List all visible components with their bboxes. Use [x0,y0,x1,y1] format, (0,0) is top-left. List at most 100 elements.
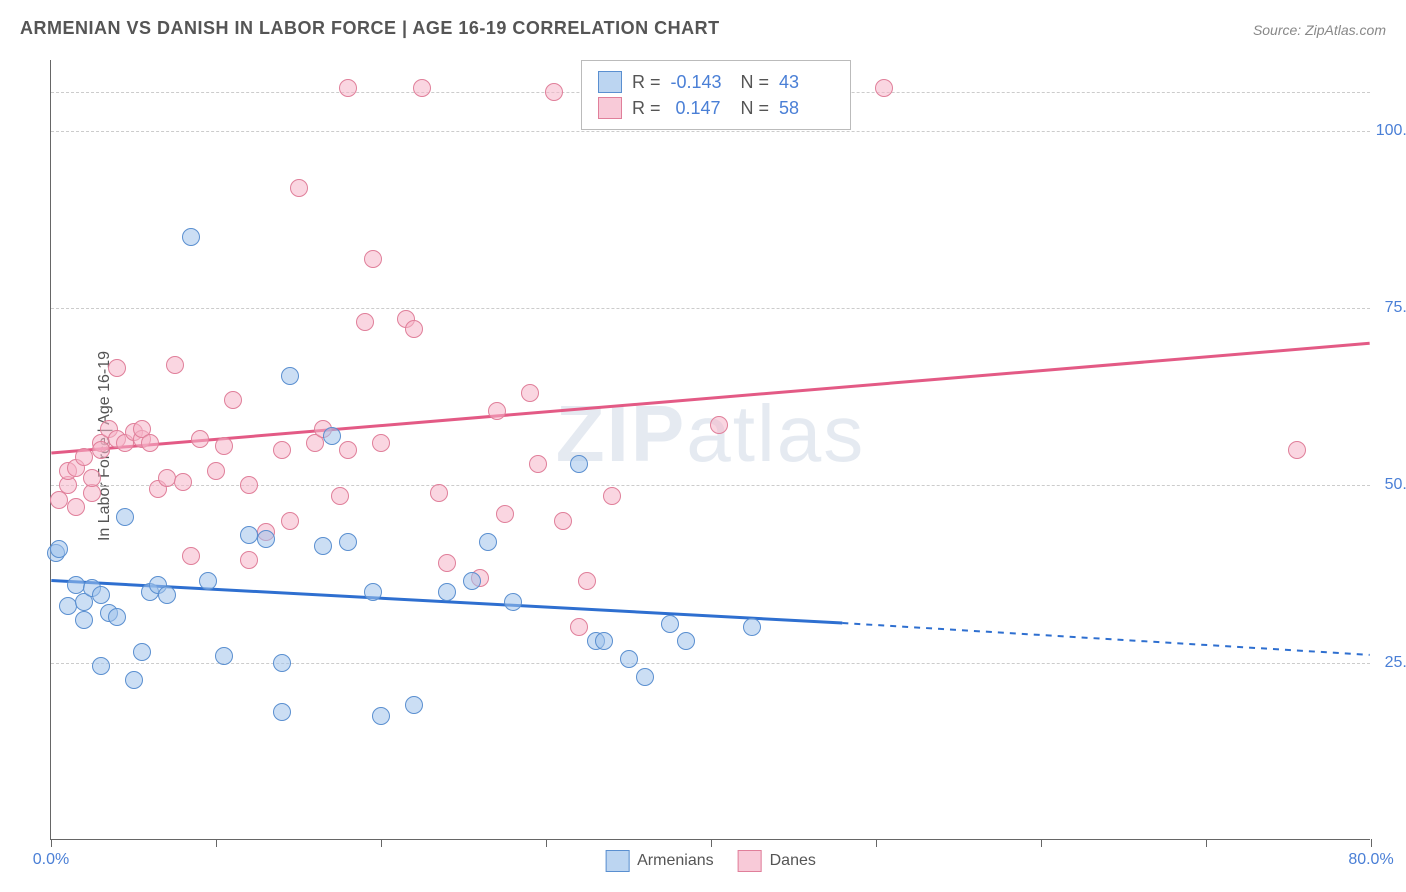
x-tick [381,839,382,847]
data-point [182,547,200,565]
data-point [620,650,638,668]
data-point [281,367,299,385]
data-point [273,441,291,459]
data-point [133,643,151,661]
data-point [438,554,456,572]
data-point [240,526,258,544]
r-value-armenians: -0.143 [671,72,726,93]
data-point [661,615,679,633]
data-point [364,583,382,601]
data-point [59,597,77,615]
data-point [570,618,588,636]
data-point [158,586,176,604]
data-point [215,647,233,665]
data-point [191,430,209,448]
data-point [875,79,893,97]
data-point [743,618,761,636]
x-tick-label: 80.0% [1348,851,1393,869]
data-point [554,512,572,530]
legend-item-danes: Danes [738,850,816,872]
data-point [108,359,126,377]
legend-swatch-armenians [605,850,629,872]
x-tick [546,839,547,847]
data-point [240,551,258,569]
chart-title: ARMENIAN VS DANISH IN LABOR FORCE | AGE … [20,18,720,39]
data-point [273,654,291,672]
data-point [710,416,728,434]
x-tick [1371,839,1372,847]
legend-label-armenians: Armenians [637,852,713,870]
data-point [339,441,357,459]
data-point [364,250,382,268]
data-point [92,586,110,604]
data-point [636,668,654,686]
data-point [372,434,390,452]
stats-row-armenians: R = -0.143 N = 43 [598,69,834,95]
n-value-danes: 58 [779,98,834,119]
data-point [108,608,126,626]
data-point [677,632,695,650]
data-point [199,572,217,590]
data-point [545,83,563,101]
data-point [1288,441,1306,459]
data-point [125,671,143,689]
gridline [51,663,1370,664]
r-value-danes: 0.147 [671,98,726,119]
y-tick-label: 50.0% [1385,476,1406,494]
data-point [182,228,200,246]
stats-row-danes: R = 0.147 N = 58 [598,95,834,121]
data-point [339,79,357,97]
data-point [92,441,110,459]
data-point [75,611,93,629]
data-point [207,462,225,480]
data-point [488,402,506,420]
stats-legend-box: R = -0.143 N = 43 R = 0.147 N = 58 [581,60,851,130]
data-point [339,533,357,551]
data-point [405,320,423,338]
data-point [595,632,613,650]
data-point [215,437,233,455]
trend-lines [51,60,1370,839]
data-point [578,572,596,590]
x-tick [1206,839,1207,847]
data-point [240,476,258,494]
data-point [570,455,588,473]
data-point [521,384,539,402]
y-tick-label: 100.0% [1376,122,1406,140]
swatch-danes [598,97,622,119]
data-point [529,455,547,473]
data-point [314,537,332,555]
data-point [116,508,134,526]
data-point [430,484,448,502]
legend-label-danes: Danes [770,852,816,870]
legend-swatch-danes [738,850,762,872]
data-point [67,576,85,594]
data-point [174,473,192,491]
data-point [356,313,374,331]
x-tick [711,839,712,847]
data-point [273,703,291,721]
data-point [413,79,431,97]
x-tick [1041,839,1042,847]
data-point [405,696,423,714]
data-point [331,487,349,505]
data-point [290,179,308,197]
data-point [92,657,110,675]
data-point [603,487,621,505]
y-tick-label: 75.0% [1385,299,1406,317]
y-tick-label: 25.0% [1385,654,1406,672]
data-point [496,505,514,523]
data-point [158,469,176,487]
watermark: ZIPatlas [556,388,865,480]
data-point [67,498,85,516]
x-tick [216,839,217,847]
source-attribution: Source: ZipAtlas.com [1253,22,1386,38]
data-point [463,572,481,590]
data-point [50,540,68,558]
data-point [83,469,101,487]
data-point [224,391,242,409]
data-point [257,530,275,548]
x-tick [876,839,877,847]
x-tick [51,839,52,847]
data-point [141,434,159,452]
